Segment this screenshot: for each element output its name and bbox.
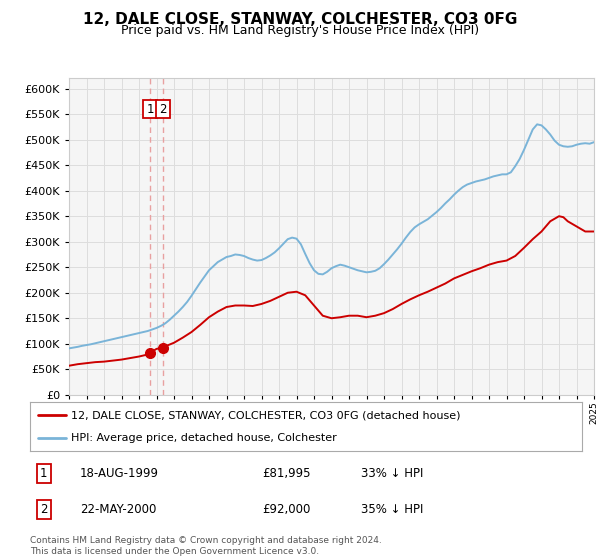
Text: £81,995: £81,995 <box>262 467 310 480</box>
Text: £92,000: £92,000 <box>262 503 310 516</box>
Text: Price paid vs. HM Land Registry's House Price Index (HPI): Price paid vs. HM Land Registry's House … <box>121 24 479 37</box>
Text: 35% ↓ HPI: 35% ↓ HPI <box>361 503 424 516</box>
Text: 2: 2 <box>160 102 167 115</box>
Text: 22-MAY-2000: 22-MAY-2000 <box>80 503 156 516</box>
Text: Contains HM Land Registry data © Crown copyright and database right 2024.
This d: Contains HM Land Registry data © Crown c… <box>30 536 382 556</box>
Text: 33% ↓ HPI: 33% ↓ HPI <box>361 467 424 480</box>
Text: HPI: Average price, detached house, Colchester: HPI: Average price, detached house, Colc… <box>71 433 337 444</box>
Text: 1: 1 <box>146 102 154 115</box>
Text: 1: 1 <box>40 467 47 480</box>
Text: 18-AUG-1999: 18-AUG-1999 <box>80 467 158 480</box>
Text: 12, DALE CLOSE, STANWAY, COLCHESTER, CO3 0FG (detached house): 12, DALE CLOSE, STANWAY, COLCHESTER, CO3… <box>71 410 461 421</box>
Text: 12, DALE CLOSE, STANWAY, COLCHESTER, CO3 0FG: 12, DALE CLOSE, STANWAY, COLCHESTER, CO3… <box>83 12 517 27</box>
Text: 2: 2 <box>40 503 47 516</box>
